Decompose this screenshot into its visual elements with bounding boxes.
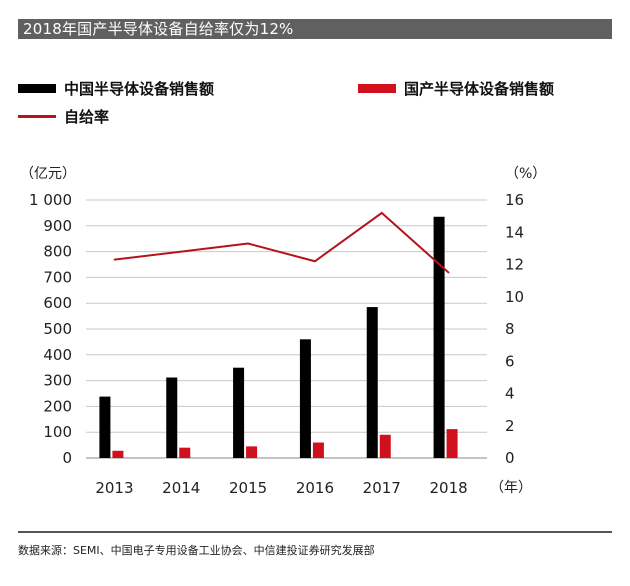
y-right-tick-label: 0	[505, 449, 515, 467]
y-right-tick-label: 10	[505, 288, 524, 306]
y-left-tick-label: 200	[43, 397, 72, 415]
y-right-tick-label: 4	[505, 385, 515, 403]
y-right-tick-label: 16	[505, 191, 524, 209]
line-point-self-sufficiency	[447, 271, 450, 274]
legend-label-self-sufficiency: 自给率	[64, 108, 110, 126]
x-tick-label: 2017	[363, 479, 401, 497]
line-point-self-sufficiency	[113, 258, 116, 261]
bar-china-sales	[299, 339, 311, 458]
chart-canvas: 0 100 200 300 400 500 600 700 800 900 1 000 0 2 4 6 8 10…	[20, 166, 546, 497]
bar-china-sales	[433, 216, 445, 458]
x-tick-label: 2013	[95, 479, 133, 497]
y-right-tick-label: 8	[505, 320, 515, 338]
line-point-self-sufficiency	[247, 242, 249, 245]
y-axis-left-unit: （亿元）	[20, 166, 76, 182]
legend-item-domestic-sales: 国产半导体设备销售额	[358, 78, 554, 99]
x-tick-label: 2016	[296, 479, 334, 497]
line-point-self-sufficiency	[180, 250, 183, 253]
line-point-self-sufficiency	[314, 260, 316, 263]
y-left-tick-label: 600	[43, 294, 72, 312]
footer-divider	[18, 531, 612, 533]
x-axis-unit: （年）	[490, 480, 532, 496]
y-left-tick-label: 400	[43, 346, 72, 364]
y-left-tick-label: 300	[43, 372, 72, 390]
y-left-tick-label: 900	[43, 217, 72, 235]
bar-china-sales	[99, 396, 111, 458]
legend-swatch-black	[18, 84, 56, 93]
bar-domestic-sales	[379, 434, 391, 458]
legend-swatch-red	[358, 84, 396, 93]
y-left-tick-label: 700	[43, 268, 72, 286]
legend-item-china-sales: 中国半导体设备销售额	[18, 78, 214, 99]
line-self-sufficiency	[114, 211, 450, 274]
y-right-tick-label: 6	[505, 352, 515, 370]
y-left-tick-label: 800	[43, 243, 72, 261]
bar-domestic-sales	[112, 450, 124, 458]
bar-china-sales	[166, 377, 178, 458]
y-left-tick-label: 500	[43, 320, 72, 338]
legend-label-domestic-sales: 国产半导体设备销售额	[404, 80, 555, 98]
y-right-tick-label: 2	[505, 417, 515, 435]
y-left-tick-label: 0	[62, 449, 72, 467]
y-right-tick-label: 12	[505, 256, 524, 274]
y-left-tick-label: 100	[43, 423, 72, 441]
bar-domestic-sales	[179, 447, 191, 458]
legend-label-china-sales: 中国半导体设备销售额	[64, 80, 215, 98]
line-point-self-sufficiency	[380, 212, 383, 214]
bar-china-sales	[366, 307, 378, 458]
bar-domestic-sales	[312, 442, 324, 458]
legend-item-self-sufficiency: 自给率	[18, 106, 109, 127]
y-left-tick-label: 1 000	[29, 191, 72, 209]
y-axis-right-unit: （%）	[505, 166, 546, 182]
y-right-tick-label: 14	[505, 223, 524, 241]
x-tick-label: 2014	[162, 479, 200, 497]
x-tick-label: 2018	[429, 479, 467, 497]
bar-china-sales	[233, 367, 245, 458]
source-note: 数据来源：SEMI、中国电子专用设备工业协会、中信建投证券研究发展部	[18, 544, 375, 557]
chart-title: 2018年国产半导体设备自给率仅为12%	[18, 19, 612, 39]
bar-domestic-sales	[446, 429, 458, 458]
x-tick-label: 2015	[229, 479, 267, 497]
legend-swatch-line	[18, 115, 56, 118]
bar-domestic-sales	[246, 446, 258, 458]
